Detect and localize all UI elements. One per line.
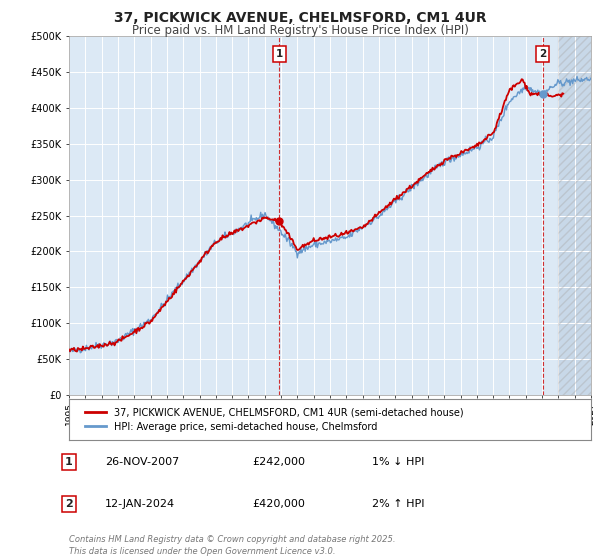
Text: 26-NOV-2007: 26-NOV-2007: [105, 457, 179, 467]
Legend: 37, PICKWICK AVENUE, CHELMSFORD, CM1 4UR (semi-detached house), HPI: Average pri: 37, PICKWICK AVENUE, CHELMSFORD, CM1 4UR…: [79, 401, 470, 438]
Bar: [559, 36, 591, 395]
Text: £242,000: £242,000: [252, 457, 305, 467]
Text: 1: 1: [276, 49, 283, 59]
Text: 2: 2: [539, 49, 547, 59]
Text: 1% ↓ HPI: 1% ↓ HPI: [372, 457, 424, 467]
Text: Contains HM Land Registry data © Crown copyright and database right 2025.
This d: Contains HM Land Registry data © Crown c…: [69, 535, 395, 556]
Text: Price paid vs. HM Land Registry's House Price Index (HPI): Price paid vs. HM Land Registry's House …: [131, 24, 469, 36]
Text: 2% ↑ HPI: 2% ↑ HPI: [372, 499, 425, 509]
Text: 1: 1: [65, 457, 73, 467]
Text: 2: 2: [65, 499, 73, 509]
Bar: [559, 36, 591, 395]
Text: 12-JAN-2024: 12-JAN-2024: [105, 499, 175, 509]
Text: 37, PICKWICK AVENUE, CHELMSFORD, CM1 4UR: 37, PICKWICK AVENUE, CHELMSFORD, CM1 4UR: [113, 11, 487, 25]
Text: £420,000: £420,000: [252, 499, 305, 509]
